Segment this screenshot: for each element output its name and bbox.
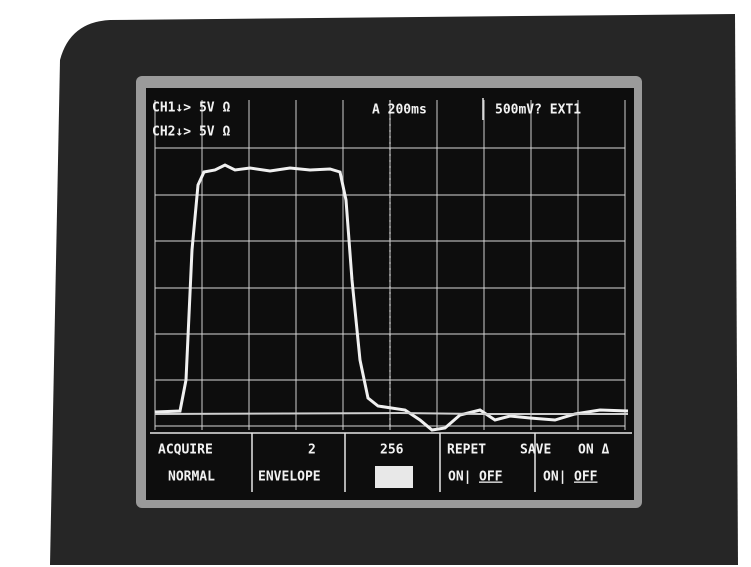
oscilloscope-photo: CH1↓> 5V Ω CH2↓> 5V Ω A 200ms 500mV? EXT… [0,0,751,567]
menu-option-selected: OFF [479,470,503,485]
trigger-readout: 500mV? EXT1 [495,103,581,118]
menu-label: ACQUIRE [158,443,213,458]
menu-label: 256 [380,443,404,458]
menu-label: REPET [447,443,486,458]
ch2-readout: CH2↓> 5V Ω [152,125,230,140]
reference-trace [155,413,628,414]
menu-label: ON Δ [578,443,609,458]
menu-option: ON| [543,470,566,485]
menu-label: 2 [308,443,316,458]
ch1-readout: CH1↓> 5V Ω [152,101,230,116]
timebase-readout: A 200ms [372,103,427,118]
menu-option-selected: OFF [574,470,598,485]
menu-option: ON| [448,470,471,485]
menu-option: NORMAL [168,470,215,485]
menu-option: ENVELOPE [258,470,321,485]
menu-label: SAVE [520,443,551,458]
highlighted-softkey [375,466,413,488]
